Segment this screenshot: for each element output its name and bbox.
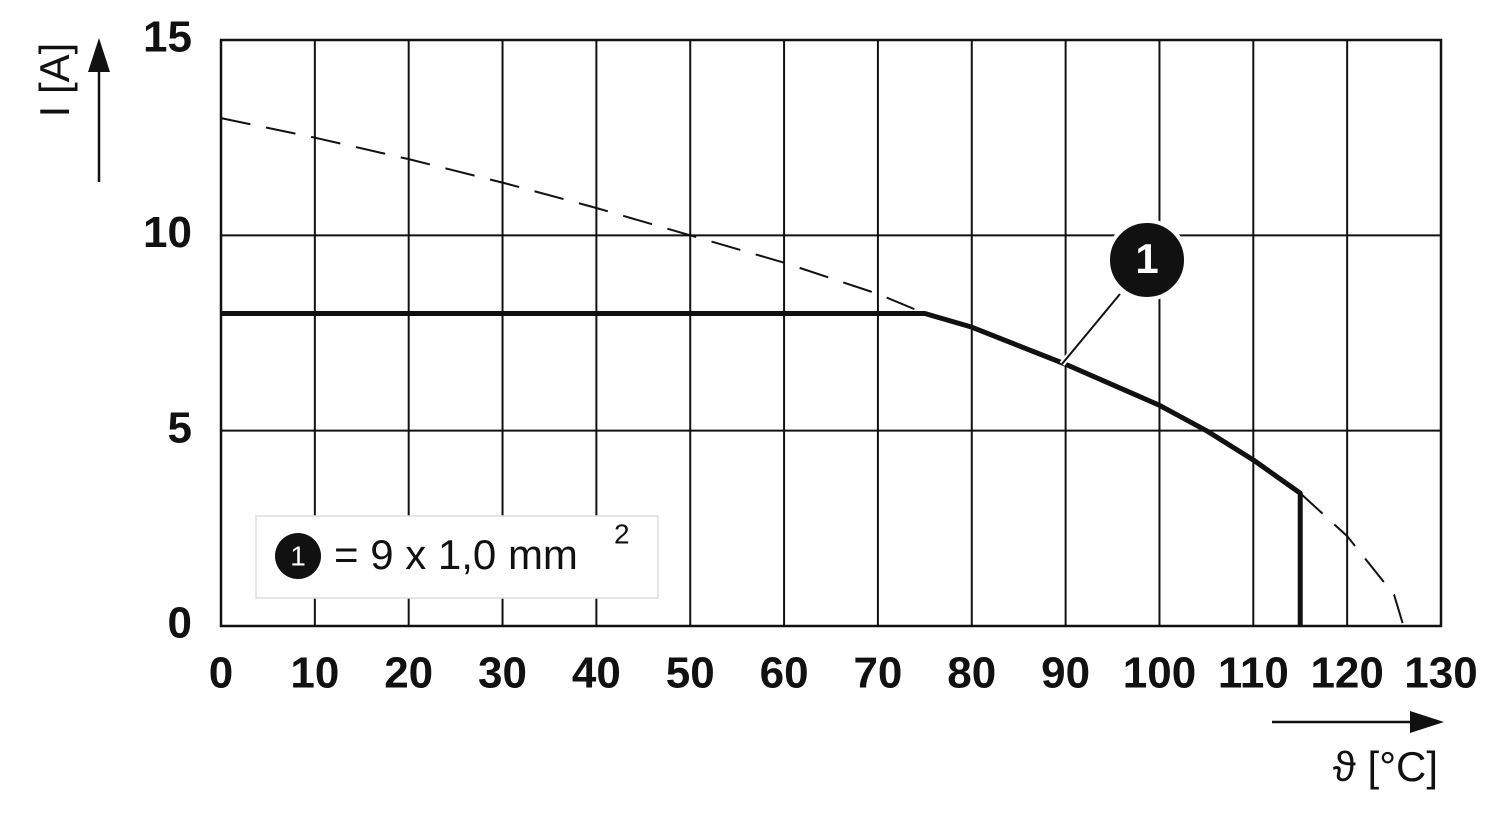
y-tick-label: 10 (143, 208, 192, 257)
x-arrow-head (1410, 711, 1444, 733)
lines (220, 117, 1405, 627)
x-axis-label: ϑ [°C] (1333, 743, 1438, 790)
y-tick-label: 5 (168, 403, 192, 452)
legend-box (255, 515, 659, 599)
legend-superscript: 2 (614, 518, 630, 549)
legend-marker-label: 1 (290, 540, 306, 571)
x-tick-label: 10 (290, 649, 339, 698)
x-tick-label: 90 (1041, 649, 1090, 698)
derating-curve (221, 310, 1303, 626)
x-tick-label: 20 (384, 649, 433, 698)
callout-label: 1 (1135, 235, 1158, 282)
x-tick-label: 100 (1123, 649, 1196, 698)
x-tick-label: 80 (947, 649, 996, 698)
x-tick-label: 40 (572, 649, 621, 698)
x-tick-label: 0 (209, 649, 233, 698)
x-tick-label: 130 (1404, 649, 1477, 698)
y-tick-label: 0 (168, 599, 192, 648)
x-tick-label: 30 (478, 649, 527, 698)
y-tick-label: 15 (143, 13, 192, 62)
x-tick-label: 60 (760, 649, 809, 698)
legend-text: = 9 x 1,0 mm (334, 531, 578, 578)
y-arrow-head (88, 38, 110, 72)
x-tick-label: 50 (666, 649, 715, 698)
x-tick-label: 120 (1310, 649, 1383, 698)
callout-leader (1061, 293, 1121, 365)
ticks: 0 10 20 30 40 50 60 70 80 90 100 110 120 130 0 5 10 15 (143, 13, 1478, 698)
y-axis-label: I [A] (31, 43, 78, 118)
plot-frame (219, 38, 1443, 628)
x-tick-label: 70 (853, 649, 902, 698)
x-tick-label: 110 (1218, 649, 1289, 698)
callout-circle (1106, 219, 1188, 301)
legend-marker (275, 533, 321, 579)
